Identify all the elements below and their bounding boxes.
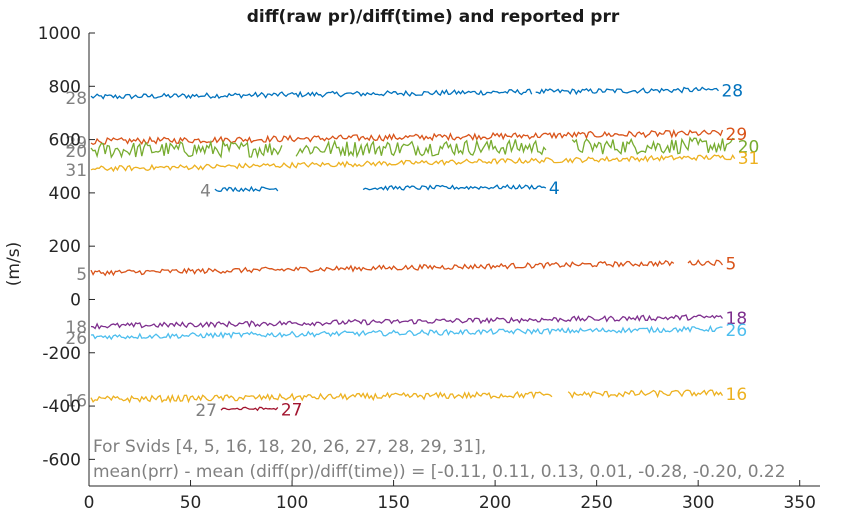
series-start-label: 20 (65, 142, 87, 162)
x-tick-label: 250 (580, 493, 612, 513)
series-26-line (90, 324, 723, 341)
series-start-label: 26 (65, 329, 87, 349)
series-28 (90, 86, 719, 100)
series-end-label: 26 (726, 321, 748, 341)
series-27 (220, 406, 279, 412)
series-5-line (687, 259, 724, 267)
x-tick-label: 350 (783, 493, 815, 513)
series-end-label: 4 (549, 179, 560, 199)
series-start-label: 18 (65, 318, 87, 338)
annotation-line-1: For Svids [4, 5, 16, 18, 20, 26, 27, 28,… (93, 437, 486, 457)
chart-title: diff(raw pr)/diff(time) and reported prr (247, 7, 620, 27)
y-tick-label: 0 (70, 290, 81, 310)
series-29-line (90, 128, 724, 146)
series-18 (90, 314, 724, 330)
series-16 (90, 389, 724, 404)
series-layer (90, 86, 736, 412)
series-31 (90, 154, 736, 173)
x-tick-label: 100 (276, 493, 308, 513)
series-29 (90, 128, 724, 146)
series-4-line (362, 183, 547, 192)
series-4 (214, 183, 547, 193)
y-tick-label: -400 (42, 397, 81, 417)
x-tick-label: 50 (180, 493, 202, 513)
x-tick-label: 200 (479, 493, 511, 513)
series-20-line (295, 138, 547, 159)
series-26 (90, 324, 723, 341)
series-end-label: 27 (281, 401, 303, 421)
y-tick-label: -200 (42, 344, 81, 364)
y-tick-label: 600 (49, 131, 81, 151)
y-tick-label: 200 (49, 237, 81, 257)
series-5-line (90, 259, 675, 277)
series-31-line (90, 154, 736, 173)
series-start-label: 4 (200, 181, 211, 201)
series-end-label: 16 (726, 385, 748, 405)
x-tick-label: 150 (377, 493, 409, 513)
series-start-label: 29 (65, 133, 87, 153)
x-tick-label: 0 (84, 493, 95, 513)
y-tick-label: 800 (49, 77, 81, 97)
series-end-label: 20 (738, 137, 760, 157)
series-end-label: 29 (726, 125, 748, 145)
series-start-label: 28 (65, 89, 87, 109)
series-27-line (220, 406, 279, 412)
series-start-label: 27 (195, 401, 217, 421)
series-28-line (90, 88, 533, 100)
y-axis-label: (m/s) (4, 242, 24, 286)
series-18-line (90, 314, 724, 330)
series-20-line (571, 136, 735, 156)
series-4-line (214, 185, 279, 193)
annotation-line-2: mean(prr) - mean (diff(pr)/diff(time)) =… (93, 462, 786, 482)
series-5 (90, 259, 724, 277)
y-tick-label: 400 (49, 184, 81, 204)
series-start-label: 16 (65, 391, 87, 411)
series-end-label: 5 (726, 254, 737, 274)
y-tick-label: 1000 (38, 24, 81, 44)
series-end-label: 18 (726, 309, 748, 329)
series-start-label: 5 (76, 265, 87, 285)
x-tick-label: 300 (682, 493, 714, 513)
series-16-line (90, 391, 553, 404)
series-28-line (535, 86, 719, 96)
series-start-label: 31 (65, 161, 87, 181)
y-tick-label: -600 (42, 450, 81, 470)
series-20 (90, 136, 735, 159)
series-20-line (90, 139, 283, 159)
series-end-label: 28 (721, 82, 743, 102)
axes: 1000 800 600 400 200 0 -200 -400 -600 0 50 100 150 20… (38, 24, 820, 513)
series-16-line (567, 389, 724, 399)
series-end-label: 31 (738, 149, 760, 169)
